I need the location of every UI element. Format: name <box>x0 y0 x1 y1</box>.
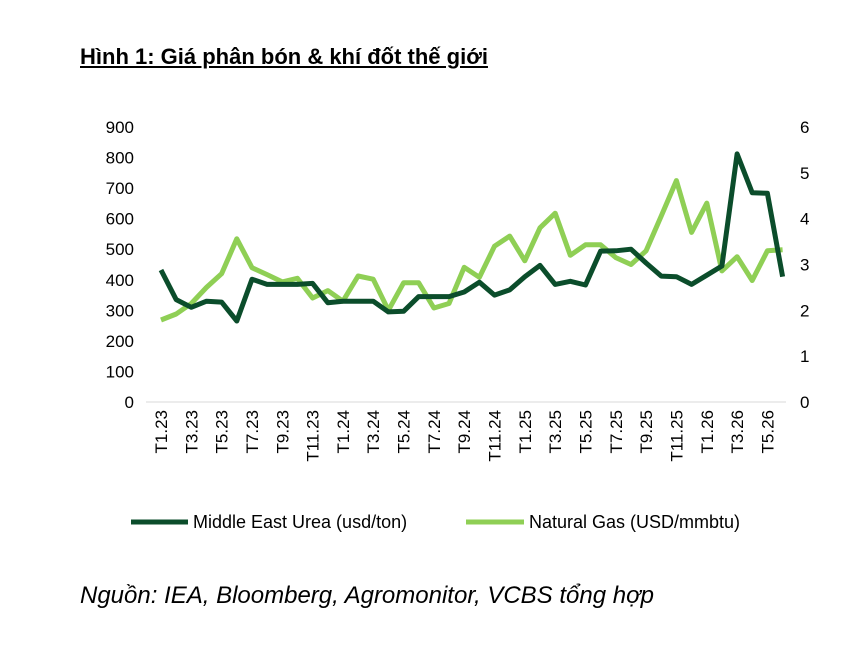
urea-line <box>158 151 786 324</box>
left-y-tick-label: 500 <box>106 240 134 259</box>
left-y-tick-label: 700 <box>106 179 134 198</box>
x-tick-label: T7.23 <box>243 410 262 453</box>
left-axis-ticks: 0 100 200 300 400 500 600 700 800 900 <box>106 118 134 412</box>
legend-label: Natural Gas (USD/mmbtu) <box>529 512 740 532</box>
left-y-tick-label: 300 <box>106 301 134 320</box>
left-y-tick-label: 100 <box>106 362 134 381</box>
x-tick-label: T5.25 <box>576 410 595 453</box>
x-tick-label: T11.23 <box>304 410 323 462</box>
x-tick-label: T3.24 <box>364 410 383 453</box>
x-tick-label: T11.25 <box>667 410 686 462</box>
right-y-tick-label: 2 <box>800 301 809 320</box>
x-tick-label: T9.23 <box>273 410 292 453</box>
legend-label: Middle East Urea (usd/ton) <box>193 512 407 532</box>
x-tick-label: T1.26 <box>698 410 717 453</box>
x-tick-label: T3.26 <box>728 410 747 453</box>
right-axis-ticks: 0 1 2 3 4 5 6 <box>800 118 809 412</box>
x-tick-label: T3.23 <box>182 410 201 453</box>
source-note: Nguồn: IEA, Bloomberg, Agromonitor, VCBS… <box>80 582 654 609</box>
left-y-tick-label: 200 <box>106 332 134 351</box>
x-tick-label: T5.23 <box>213 410 232 453</box>
x-tick-label: T9.25 <box>637 410 656 453</box>
x-axis-ticks: T1.23 T3.23 T5.23 T7.23 T9.23 T11.23 T1.24 T3.2… <box>152 410 777 462</box>
chart-title: Hình 1: Giá phân bón & khí đốt thế giới <box>80 44 488 69</box>
left-y-tick-label: 400 <box>106 271 134 290</box>
x-tick-label: T1.24 <box>334 410 353 453</box>
legend: Middle East Urea (usd/ton) Natural Gas (U… <box>131 512 740 532</box>
right-y-tick-label: 0 <box>800 393 809 412</box>
right-y-tick-label: 4 <box>800 210 809 229</box>
left-y-tick-label: 0 <box>125 393 134 412</box>
left-y-tick-label: 600 <box>106 210 134 229</box>
right-y-tick-label: 5 <box>800 164 809 183</box>
x-tick-label: T1.23 <box>152 410 171 453</box>
right-y-tick-label: 1 <box>800 347 809 366</box>
x-tick-label: T7.25 <box>607 410 626 453</box>
x-tick-label: T5.24 <box>395 410 414 453</box>
x-tick-label: T11.24 <box>486 410 505 462</box>
right-y-tick-label: 6 <box>800 118 809 137</box>
right-y-tick-label: 3 <box>800 256 809 275</box>
x-tick-label: T9.24 <box>455 410 474 453</box>
x-tick-label: T5.26 <box>758 410 777 453</box>
series-lines <box>158 151 786 324</box>
x-tick-label: T7.24 <box>425 410 444 453</box>
x-tick-label: T1.25 <box>516 410 535 453</box>
line-chart: 0 100 200 300 400 500 600 700 800 900 0 1 2 3 4 5 6 T1.… <box>106 118 810 532</box>
natural-gas-line <box>160 178 783 323</box>
x-tick-label: T3.25 <box>546 410 565 453</box>
left-y-tick-label: 900 <box>106 118 134 137</box>
left-y-tick-label: 800 <box>106 149 134 168</box>
